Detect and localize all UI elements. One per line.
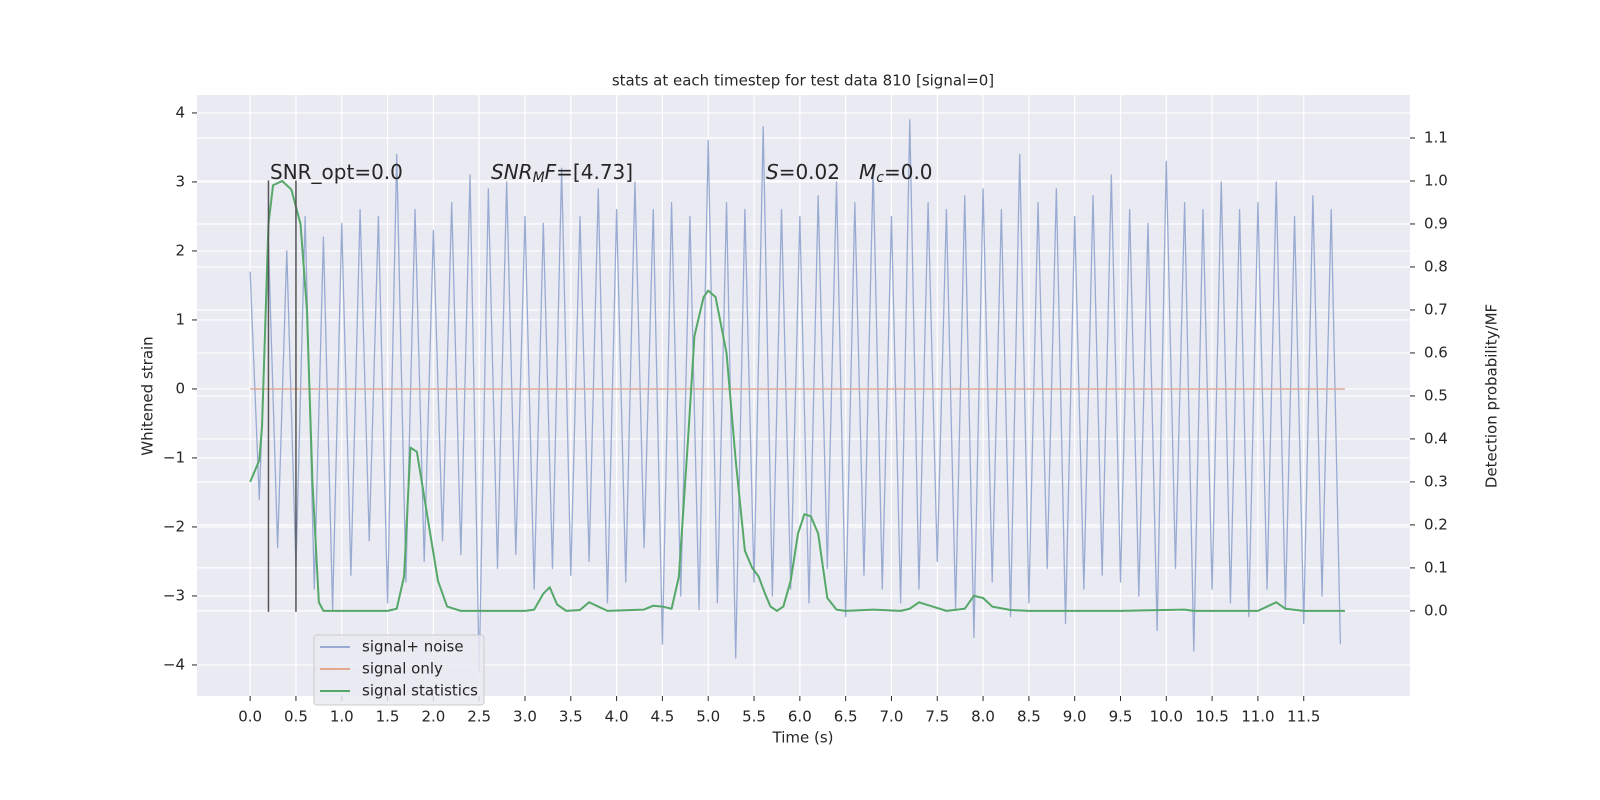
- annotation-part: SNR: [491, 160, 533, 184]
- y2-tick-label: 0.0: [1424, 601, 1448, 619]
- y2-tick-label: 0.8: [1424, 257, 1448, 275]
- chart-title: stats at each timestep for test data 810…: [612, 72, 994, 90]
- annotation-part: F: [545, 160, 557, 184]
- x-tick-label: 11.0: [1241, 708, 1274, 726]
- annotation: SNRMF=[4.73]: [491, 160, 633, 187]
- y-tick-label: 2: [175, 241, 185, 259]
- y-tick-label: −1: [163, 448, 185, 466]
- x-tick-label: 6.5: [834, 708, 858, 726]
- y-tick-label: 4: [175, 103, 185, 121]
- annotation-part: M: [533, 170, 545, 186]
- x-tick-label: 10.0: [1150, 708, 1183, 726]
- y2-tick-label: 0.2: [1424, 515, 1448, 533]
- x-tick-label: 9.5: [1109, 708, 1133, 726]
- y2-tick-label: 0.4: [1424, 429, 1448, 447]
- y-tick-label: −3: [163, 586, 185, 604]
- x-axis-label: Time (s): [772, 729, 834, 747]
- grid: [197, 95, 1410, 696]
- y-axis-label: Whitened strain: [139, 336, 157, 455]
- annotation-part: M: [859, 160, 876, 184]
- x-tick-label: 1.5: [376, 708, 400, 726]
- x-tick-label: 1.0: [330, 708, 354, 726]
- y2-tick-label: 0.1: [1424, 558, 1448, 576]
- annotation: SNR_opt=0.0: [270, 160, 403, 184]
- x-tick-label: 3.5: [559, 708, 583, 726]
- x-tick-label: 7.0: [880, 708, 904, 726]
- x-tick-label: 4.5: [650, 708, 674, 726]
- annotation: Mc=0.0: [859, 160, 933, 187]
- annotation: S=0.02: [766, 160, 840, 184]
- annotation-part: SNR_opt=0.0: [270, 160, 403, 184]
- y-tick-label: −4: [163, 655, 185, 673]
- y2-axis-label: Detection probability/MF: [1483, 304, 1501, 488]
- y2-tick-label: 0.6: [1424, 343, 1448, 361]
- x-tick-label: 11.5: [1287, 708, 1320, 726]
- x-tick-label: 8.5: [1017, 708, 1041, 726]
- x-tick-label: 3.0: [513, 708, 537, 726]
- y-tick-label: 3: [175, 172, 185, 190]
- y-tick-label: 0: [175, 379, 185, 397]
- x-tick-label: 6.0: [788, 708, 812, 726]
- x-tick-label: 0.5: [284, 708, 308, 726]
- y2-tick-label: 1.0: [1424, 171, 1448, 189]
- annotation-part: S: [766, 160, 779, 184]
- annotation-part: c: [876, 170, 884, 186]
- y-tick-label: 1: [175, 310, 185, 328]
- y2-tick-label: 0.3: [1424, 472, 1448, 490]
- legend-label: signal only: [362, 660, 443, 678]
- annotation-part: =0.02: [779, 160, 840, 184]
- annotation-part: =0.0: [884, 160, 933, 184]
- y2-tick-label: 1.1: [1424, 128, 1448, 146]
- x-tick-label: 0.0: [238, 708, 262, 726]
- x-tick-label: 5.5: [742, 708, 766, 726]
- x-tick-label: 9.0: [1063, 708, 1087, 726]
- x-tick-label: 2.0: [421, 708, 445, 726]
- y2-tick-label: 0.5: [1424, 386, 1448, 404]
- x-tick-label: 2.5: [467, 708, 491, 726]
- x-tick-label: 10.5: [1195, 708, 1228, 726]
- x-tick-label: 5.0: [696, 708, 720, 726]
- y2-tick-label: 0.7: [1424, 300, 1448, 318]
- y-tick-label: −2: [163, 517, 185, 535]
- legend-box: [313, 634, 485, 706]
- legend-label: signal statistics: [362, 682, 478, 700]
- series-line: [249, 179, 1345, 612]
- annotation-part: =[4.73]: [556, 160, 633, 184]
- series-line: [249, 119, 1342, 673]
- x-tick-label: 8.0: [971, 708, 995, 726]
- x-tick-label: 4.0: [605, 708, 629, 726]
- legend-label: signal+ noise: [362, 638, 464, 656]
- y2-tick-label: 0.9: [1424, 214, 1448, 232]
- x-tick-label: 7.5: [925, 708, 949, 726]
